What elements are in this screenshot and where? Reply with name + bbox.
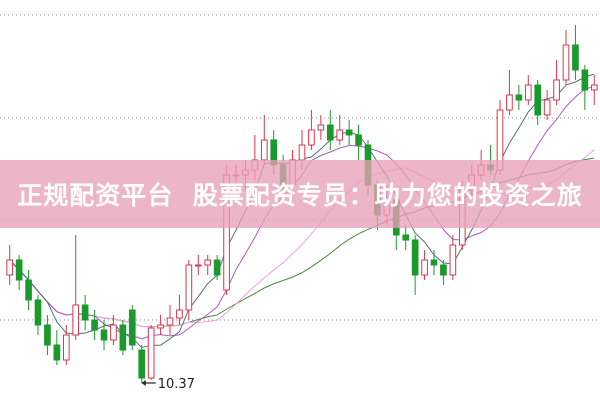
candle-body <box>298 144 306 161</box>
candle-body <box>355 134 362 146</box>
candle-body <box>25 279 32 301</box>
candle-body <box>128 309 136 346</box>
candle-body <box>543 99 551 116</box>
candle-body <box>44 324 51 346</box>
candle-body <box>72 304 80 336</box>
candle-body <box>166 317 174 326</box>
candle-body <box>524 84 532 101</box>
candle-body <box>572 44 579 71</box>
candle-body <box>147 327 155 379</box>
candle-body <box>53 344 61 361</box>
candle-body <box>204 259 212 266</box>
candle-body <box>326 124 334 141</box>
candle-body <box>534 84 542 116</box>
candle-body <box>138 349 146 379</box>
candle-body <box>260 139 268 161</box>
candle-body <box>421 259 428 276</box>
candle-body <box>15 259 23 281</box>
candle-body <box>411 239 419 276</box>
candle-body <box>194 264 202 267</box>
candle-body <box>34 299 42 326</box>
candle-body <box>345 129 353 136</box>
candle-body <box>317 124 325 131</box>
candle-body <box>176 309 183 319</box>
candle-body <box>590 84 598 91</box>
candle-body <box>449 244 457 276</box>
low-price-label: 10.37 <box>158 377 195 392</box>
candle-body <box>553 79 560 101</box>
low-marker-arrow-icon <box>141 380 146 386</box>
candle-body <box>562 44 570 81</box>
candle-body <box>91 319 98 331</box>
candle-body <box>430 259 438 266</box>
banner-text: 正规配资平台 股票配资专员：助力您的投资之旅 <box>17 181 583 210</box>
promo-banner: 正规配资平台 股票配资专员：助力您的投资之旅 <box>0 160 600 228</box>
candle-body <box>440 264 447 276</box>
candle-body <box>213 259 221 276</box>
candle-body <box>157 324 164 329</box>
candle-body <box>506 94 513 111</box>
candle-body <box>402 234 410 241</box>
candle-body <box>100 329 108 341</box>
candle-body <box>185 264 193 311</box>
candle-body <box>515 94 523 101</box>
candle-body <box>6 259 14 276</box>
candle-body <box>336 129 344 141</box>
candle-body <box>110 324 117 341</box>
candle-body <box>308 129 315 146</box>
candle-body <box>62 334 70 361</box>
candle-body <box>581 69 589 91</box>
candle-body <box>119 324 127 351</box>
candle-body <box>81 304 89 321</box>
